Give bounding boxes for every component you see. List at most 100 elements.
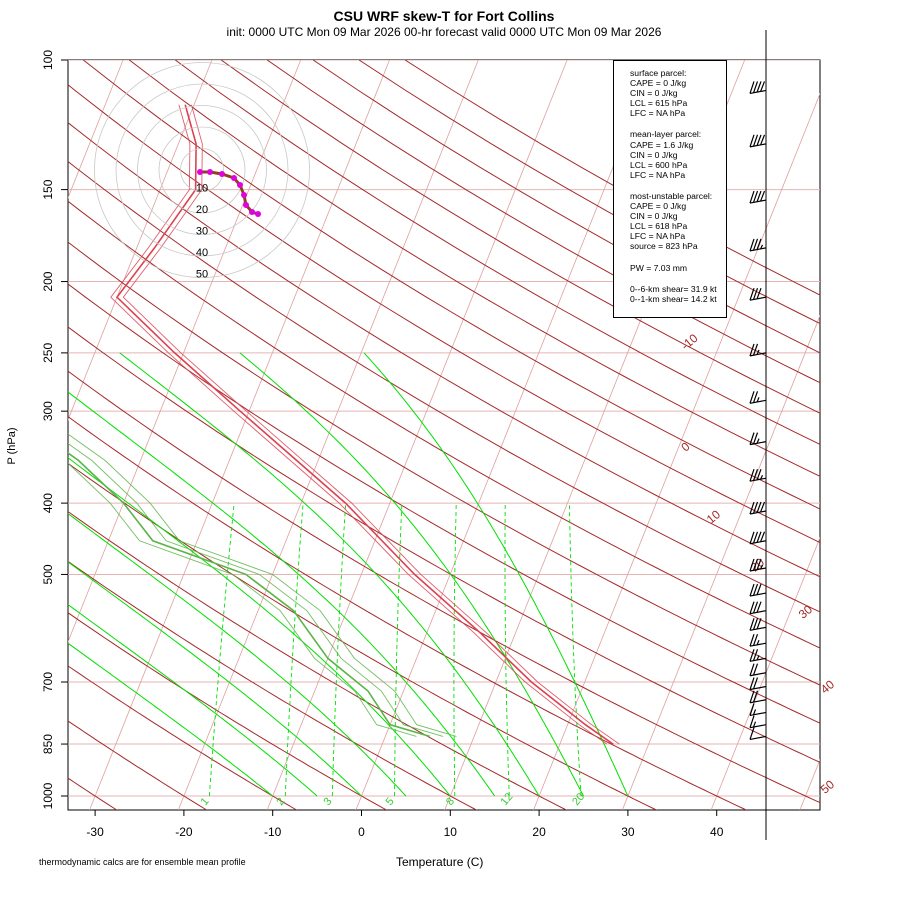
wind-barb [749,468,767,482]
p-tick-label: 250 [41,343,55,363]
hodograph-ring-label: 10 [196,183,208,195]
moist-adiabat-line [119,352,540,797]
x-tick-label: 20 [532,825,546,839]
moist-adiabat-line [68,603,318,797]
stat-line: LFC = NA hPa [630,231,686,242]
temperature-profile [122,104,620,745]
wind-barb [749,583,767,597]
wind-barb [749,81,767,95]
dry-adiabat-line [68,160,820,613]
wind-barb [749,343,767,357]
hodograph-ring-label: 50 [196,269,208,281]
dry-adiabat-line [68,560,478,810]
isotherm-label: -10 [678,331,701,353]
mixing-ratio-line [569,503,582,797]
wind-barb [749,287,767,301]
chart-subtitle: init: 0000 UTC Mon 09 Mar 2026 00-hr for… [226,25,662,39]
dry-adiabat-line [68,370,820,804]
hodograph-point [197,169,203,175]
dewpoint-profile [68,433,457,737]
dry-adiabat-line [68,665,298,810]
mixing-ratio-label: 5 [384,796,397,808]
p-tick-label: 1000 [41,782,55,809]
dry-adiabat-line [68,612,388,810]
stat-line: 0--1-km shear= 14.2 kt [630,293,717,304]
stat-line: 0--6-km shear= 31.9 kt [630,283,717,294]
hodograph-point [243,202,249,208]
stat-line: source = 823 hPa [630,241,698,252]
wind-barb [749,238,767,252]
dry-adiabat-line [312,60,820,354]
stat-line: most-unstable parcel: [630,190,713,201]
wind-barb [749,501,767,515]
stat-line: CIN = 0 J/kg [630,88,678,99]
surface-parcel-block: surface parcel: CAPE = 0 J/kg CIN = 0 J/kg… [630,68,726,118]
wind-barb [749,634,767,647]
moist-adiabat-line [68,391,496,797]
isotherm-line [68,60,124,199]
stat-line: CIN = 0 J/kg [630,149,678,160]
stat-line: mean-layer parcel: [630,129,702,140]
dry-adiabat-line [68,241,820,686]
wind-barb [749,727,767,741]
shear-block: 0--6-km shear= 31.9 kt 0--1-km shear= 14.… [630,284,726,304]
mixing-ratio-line [331,503,347,797]
hodograph-ring [137,105,267,235]
mixing-ratio-line [504,503,510,797]
dry-adiabat-line [68,326,820,763]
isotherm-label: 10 [704,507,723,527]
stat-line: LCL = 600 hPa [630,159,688,170]
wind-barb [749,391,767,404]
stat-line: surface parcel: [630,68,687,78]
dry-adiabat-line [68,462,658,810]
isotherm-label: 20 [748,555,767,575]
temperature-profile [115,104,614,745]
dry-adiabat-line [82,60,820,510]
hodograph-point [237,182,243,188]
wind-barb [749,432,767,446]
dry-adiabat-line [68,510,568,810]
hodograph-ring-label: 30 [196,226,208,238]
footnote: thermodynamic calcs are for ensemble mea… [39,857,246,867]
x-axis-label: Temperature (C) [396,855,484,869]
dewpoint-profile [68,462,417,737]
hodograph-point [231,175,237,181]
wind-barb [749,649,767,662]
hodograph-point [249,209,255,215]
x-tick-label: -20 [175,825,193,839]
isotherm-line [799,758,820,810]
mixing-ratio-line [453,503,457,797]
isotherm-label: 30 [796,602,815,622]
chart-title: CSU WRF skew-T for Fort Collins [333,8,555,24]
stat-line: LFC = NA hPa [630,169,686,180]
moist-adiabat-line [68,642,274,797]
p-tick-label: 100 [41,50,55,70]
precipitable-water: PW = 7.03 mm [630,262,688,273]
isotherm-line [266,60,568,810]
isotherm-line [177,60,479,810]
dry-adiabat-line [220,60,820,414]
mean-layer-parcel-block: mean-layer parcel: CAPE = 1.6 J/kg CIN = 0… [630,129,726,179]
p-tick-label: 200 [41,271,55,291]
hodograph-point [207,169,213,175]
isotherm-label: 40 [818,677,837,697]
y-axis-label: P (hPa) [6,427,18,465]
moist-adiabat-line [239,352,584,797]
hodograph-ring [180,148,224,192]
mixing-ratio-label: 20 [570,791,587,808]
dry-adiabat-line [68,415,748,810]
hodograph-trace [200,170,259,216]
wind-barb [749,618,767,631]
hodograph-point [255,211,261,217]
hodograph-point [219,171,225,177]
isotherm-label: 50 [818,777,837,797]
stat-line: CAPE = 1.6 J/kg [630,139,694,150]
wind-barb [749,531,767,545]
mixing-ratio-label: 2 [274,796,287,808]
p-tick-label: 400 [41,493,55,513]
dry-adiabat-line [68,720,208,810]
isotherm-line [68,60,302,643]
moist-adiabat-line [363,352,629,797]
hodograph-point [241,192,247,198]
